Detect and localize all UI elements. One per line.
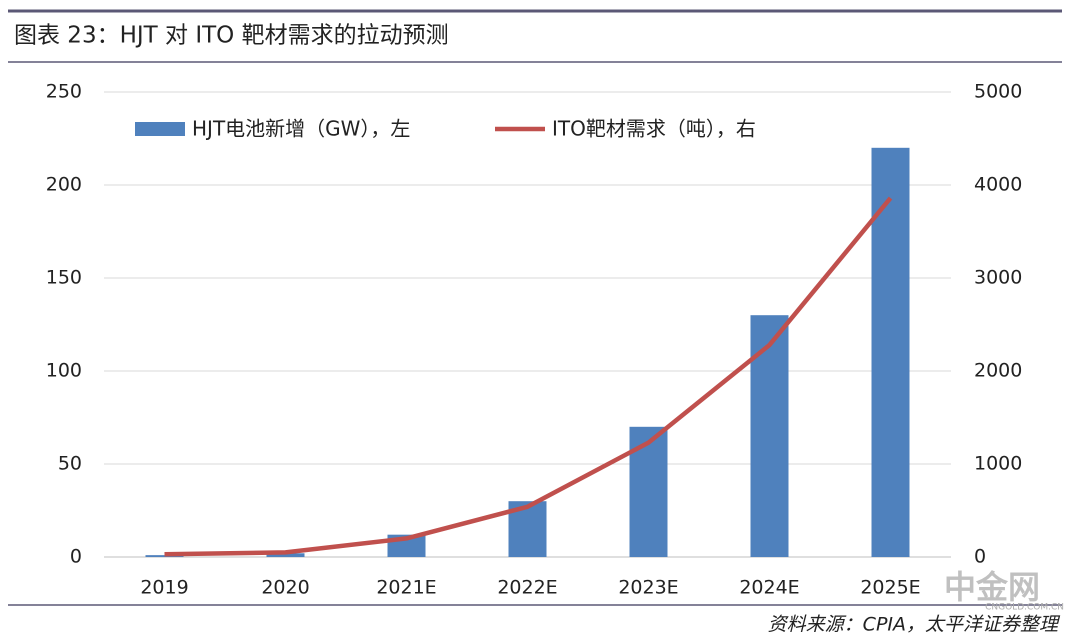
- watermark: 中金网: [944, 568, 1040, 606]
- y-tick-label: 0: [70, 546, 82, 568]
- line: [164, 196, 893, 557]
- y2-tick-label: 3000: [974, 267, 1022, 289]
- bar: [145, 555, 184, 557]
- x-tick-label: 2021E: [376, 577, 436, 599]
- y2-tick-label: 2000: [974, 360, 1022, 382]
- bar: [750, 315, 789, 557]
- y-tick-label: 250: [46, 81, 82, 103]
- y-tick-label: 150: [46, 267, 82, 289]
- bar: [629, 426, 668, 557]
- legend-label: HJT电池新增（GW），左: [192, 117, 410, 141]
- watermark-url: CNGOLD.COM.CN: [985, 603, 1064, 613]
- x-tick-label: 2020: [261, 577, 309, 599]
- y-tick-label: 50: [58, 453, 82, 475]
- legend-swatch: [135, 122, 185, 136]
- x-tick-label: 2023E: [618, 577, 678, 599]
- y-tick-label: 200: [46, 174, 82, 196]
- bar: [266, 553, 305, 557]
- bar: [871, 147, 910, 558]
- x-tick-label: 2024E: [739, 577, 799, 599]
- legend-label: ITO靶材需求（吨），右: [552, 117, 756, 141]
- x-tick-label: 2022E: [497, 577, 557, 599]
- x-tick-label: 2025E: [860, 577, 920, 599]
- y-tick-label: 100: [46, 360, 82, 382]
- y2-tick-label: 5000: [974, 81, 1022, 103]
- source: 资料来源：CPIA，太平洋证券整理: [768, 614, 1061, 636]
- y2-tick-label: 4000: [974, 174, 1022, 196]
- y2-tick-label: 0: [974, 546, 986, 568]
- y2-tick-label: 1000: [974, 453, 1022, 475]
- title: 图表 23：HJT 对 ITO 靶材需求的拉动预测: [14, 23, 449, 49]
- x-tick-label: 2019: [140, 577, 188, 599]
